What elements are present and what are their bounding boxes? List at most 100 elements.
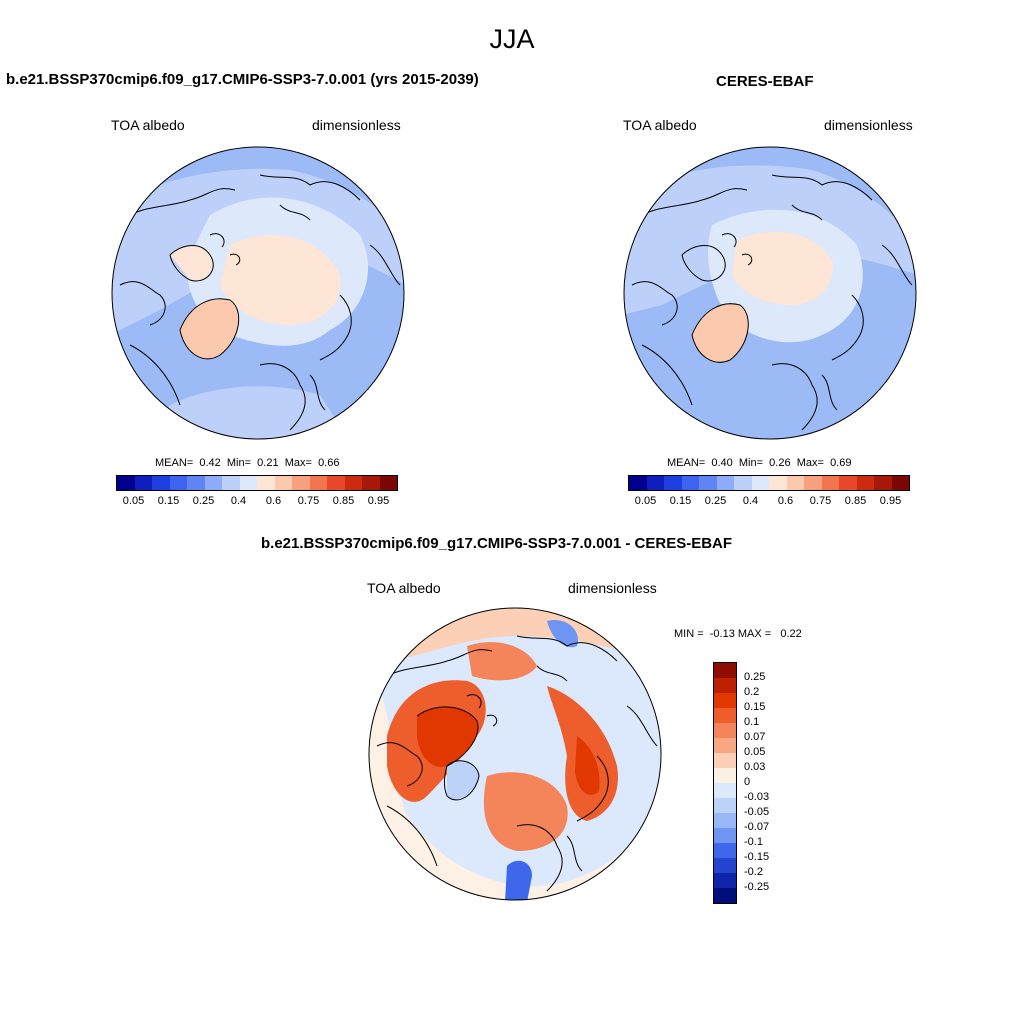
model-panel-title: b.e21.BSSP370cmip6.f09_g17.CMIP6-SSP3-7.… [6,71,479,88]
colorbar-tick-label: -0.2 [744,866,763,878]
colorbar-swatch [856,476,874,490]
obs-variable-label: TOA albedo [623,117,697,133]
colorbar-swatch [714,768,736,783]
obs-stats: MEAN= 0.40 Min= 0.26 Max= 0.69 [667,457,851,469]
colorbar-swatch [714,708,736,723]
colorbar-tick-label: 0.4 [230,495,247,507]
colorbar-swatch [134,476,152,490]
model-mean-value: 0.42 [199,457,221,469]
colorbar-swatch [309,476,327,490]
colorbar-swatch [257,476,275,490]
obs-mean-label: MEAN= [667,457,706,469]
colorbar-swatch [714,813,736,828]
colorbar-tick-label: -0.03 [744,791,770,803]
colorbar-swatch [839,476,857,490]
colorbar-tick-label: -0.1 [744,836,763,848]
diff-colorbar-ticks: 0.25 0.2 0.15 0.1 0.07 0.05 0.03 0 -0.03 -0.05 -0.… [744,662,804,902]
colorbar-swatch [204,476,222,490]
colorbar-swatch [699,476,717,490]
colorbar-tick-label: 0.2 [744,686,760,698]
colorbar-swatch [327,476,345,490]
obs-panel-title: CERES-EBAF [716,73,814,90]
obs-max-label: Max= [796,457,824,469]
colorbar-tick-label: 0.05 [634,495,657,507]
model-units-label: dimensionless [312,117,401,133]
colorbar-swatch [714,678,736,693]
colorbar-swatch [292,476,310,490]
colorbar-tick-label: 0.6 [265,495,282,507]
obs-max-value: 0.69 [830,457,852,469]
colorbar-swatch [714,663,736,678]
diff-polar-map [368,607,662,901]
colorbar-swatch [714,798,736,813]
colorbar-swatch [714,738,736,753]
colorbar-tick-label: 0 [744,776,751,788]
colorbar-swatch [751,476,769,490]
colorbar-swatch [734,476,752,490]
colorbar-tick-label: 0.95 [879,495,902,507]
colorbar-tick-label: 0.6 [777,495,794,507]
model-stats: MEAN= 0.42 Min= 0.21 Max= 0.66 [155,457,339,469]
colorbar-tick-label: 0.4 [742,495,759,507]
colorbar-tick-label: 0.15 [744,701,766,713]
colorbar-swatch [714,873,736,888]
obs-colorbar-ticks: 0.05 0.15 0.25 0.4 0.6 0.75 0.85 0.95 [628,495,908,509]
colorbar-tick-label: -0.05 [744,806,770,818]
colorbar-tick-label: 0.03 [744,761,766,773]
colorbar-swatch [786,476,804,490]
colorbar-tick-label: 0.25 [192,495,215,507]
obs-colorbar [628,475,910,491]
diff-variable-label: TOA albedo [367,580,441,596]
obs-min-value: 0.26 [769,457,791,469]
model-min-label: Min= [226,457,252,469]
colorbar-tick-label: 0.25 [704,495,727,507]
colorbar-swatch [629,476,647,490]
colorbar-swatch [152,476,170,490]
colorbar-swatch [379,476,397,490]
colorbar-tick-label: 0.05 [744,746,766,758]
model-polar-map [111,146,405,440]
colorbar-tick-label: 0.15 [157,495,180,507]
colorbar-swatch [274,476,292,490]
colorbar-swatch [714,723,736,738]
colorbar-swatch [664,476,682,490]
colorbar-tick-label: 0.95 [367,495,390,507]
colorbar-swatch [117,476,135,490]
colorbar-tick-label: -0.25 [744,881,770,893]
model-max-label: Max= [284,457,312,469]
model-min-value: 0.21 [257,457,279,469]
colorbar-tick-label: 0.25 [744,671,766,683]
colorbar-swatch [222,476,240,490]
diff-colorbar [713,662,737,904]
diff-panel-title: b.e21.BSSP370cmip6.f09_g17.CMIP6-SSP3-7.… [261,535,733,552]
figure-title: JJA [489,24,535,54]
colorbar-swatch [714,753,736,768]
colorbar-swatch [681,476,699,490]
colorbar-swatch [769,476,787,490]
colorbar-swatch [646,476,664,490]
obs-polar-map [623,146,917,440]
colorbar-tick-label: 0.05 [122,495,145,507]
colorbar-swatch [716,476,734,490]
colorbar-swatch [362,476,380,490]
colorbar-swatch [804,476,822,490]
model-max-value: 0.66 [318,457,340,469]
colorbar-tick-label: 0.15 [669,495,692,507]
colorbar-swatch [169,476,187,490]
colorbar-swatch [874,476,892,490]
model-mean-label: MEAN= [155,457,194,469]
colorbar-tick-label: -0.15 [744,851,770,863]
colorbar-swatch [714,828,736,843]
colorbar-swatch [891,476,909,490]
colorbar-swatch [714,888,736,903]
obs-units-label: dimensionless [824,117,913,133]
colorbar-swatch [187,476,205,490]
diff-units-label: dimensionless [568,580,657,596]
colorbar-tick-label: 0.1 [744,716,760,728]
model-colorbar-ticks: 0.05 0.15 0.25 0.4 0.6 0.75 0.85 0.95 [116,495,396,509]
colorbar-tick-label: 0.75 [809,495,832,507]
colorbar-swatch [239,476,257,490]
obs-min-label: Min= [738,457,764,469]
colorbar-swatch [821,476,839,490]
colorbar-tick-label: 0.75 [297,495,320,507]
